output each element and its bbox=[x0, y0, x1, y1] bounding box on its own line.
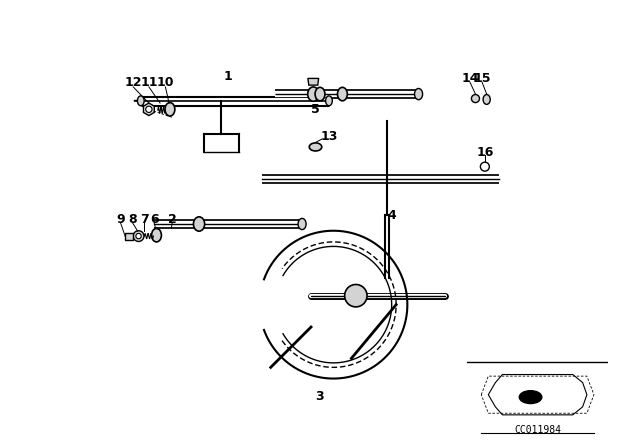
Ellipse shape bbox=[165, 103, 175, 116]
Text: 7: 7 bbox=[140, 213, 148, 226]
Ellipse shape bbox=[483, 95, 490, 104]
Circle shape bbox=[133, 231, 144, 241]
Ellipse shape bbox=[152, 228, 161, 242]
Text: 9: 9 bbox=[116, 213, 125, 226]
Ellipse shape bbox=[298, 218, 306, 229]
Polygon shape bbox=[143, 103, 154, 116]
Polygon shape bbox=[125, 233, 133, 240]
Text: 10: 10 bbox=[157, 76, 174, 90]
Text: 16: 16 bbox=[476, 146, 493, 159]
Circle shape bbox=[472, 95, 479, 103]
Text: 2: 2 bbox=[168, 213, 177, 226]
Ellipse shape bbox=[315, 87, 325, 101]
Circle shape bbox=[519, 391, 542, 404]
Text: 6: 6 bbox=[150, 213, 159, 226]
Text: 12: 12 bbox=[124, 76, 142, 90]
Circle shape bbox=[146, 106, 152, 112]
Circle shape bbox=[481, 162, 490, 171]
Ellipse shape bbox=[415, 89, 422, 100]
Text: CC011984: CC011984 bbox=[514, 425, 561, 435]
Circle shape bbox=[136, 233, 141, 239]
Text: 5: 5 bbox=[311, 103, 320, 116]
Ellipse shape bbox=[337, 87, 348, 101]
Text: 15: 15 bbox=[474, 72, 491, 85]
Ellipse shape bbox=[138, 96, 144, 106]
Text: 4: 4 bbox=[387, 208, 396, 222]
Text: 1: 1 bbox=[224, 69, 232, 83]
Ellipse shape bbox=[308, 87, 319, 101]
Text: 13: 13 bbox=[320, 130, 338, 143]
Polygon shape bbox=[308, 78, 319, 85]
Circle shape bbox=[345, 284, 367, 307]
Text: 14: 14 bbox=[461, 72, 479, 85]
Ellipse shape bbox=[309, 143, 322, 151]
Text: 8: 8 bbox=[129, 213, 137, 226]
Ellipse shape bbox=[193, 217, 205, 231]
Text: 11: 11 bbox=[140, 76, 157, 90]
Ellipse shape bbox=[326, 96, 332, 106]
Text: 3: 3 bbox=[316, 390, 324, 403]
